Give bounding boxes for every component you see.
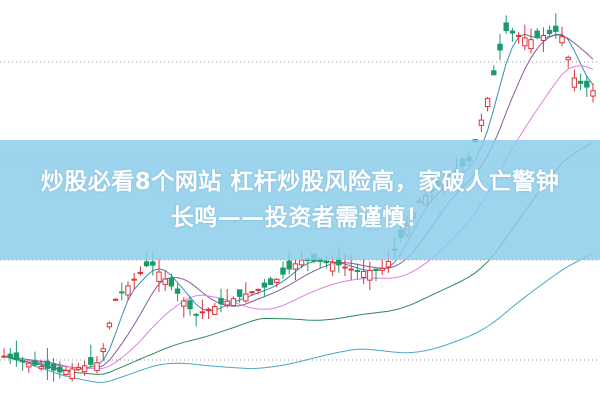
down-candle xyxy=(50,363,57,371)
up-candle xyxy=(106,322,113,328)
down-candle xyxy=(491,70,497,76)
down-candle xyxy=(13,352,20,361)
down-candle xyxy=(323,261,330,264)
up-candle xyxy=(94,362,100,372)
down-candle xyxy=(354,270,361,273)
down-candle xyxy=(534,30,540,39)
down-candle xyxy=(19,360,26,363)
down-candle xyxy=(546,29,553,34)
up-candle xyxy=(243,293,249,302)
up-candle xyxy=(329,262,336,272)
down-candle xyxy=(280,267,286,275)
down-candle xyxy=(150,261,156,266)
down-candle xyxy=(218,298,224,305)
ma-short-line xyxy=(3,33,594,371)
up-candle xyxy=(274,278,280,283)
up-candle xyxy=(125,285,131,296)
up-candle xyxy=(224,300,230,306)
article-title-line-2: 长鸣——投资者需谨慎！ xyxy=(170,205,430,231)
down-candle xyxy=(57,366,63,373)
up-candle xyxy=(565,56,571,61)
up-candle xyxy=(156,271,162,282)
ma-longest-line xyxy=(3,253,594,383)
up-candle xyxy=(515,34,522,37)
up-candle xyxy=(367,269,373,281)
down-candle xyxy=(267,278,274,286)
down-candle xyxy=(509,30,516,34)
up-candle xyxy=(528,39,534,50)
up-candle xyxy=(212,306,218,316)
up-candle xyxy=(559,36,565,44)
up-candle xyxy=(484,97,491,108)
down-candle xyxy=(261,282,268,288)
up-candle xyxy=(292,263,299,270)
down-candle xyxy=(187,300,193,310)
up-candle xyxy=(100,348,106,353)
up-candle xyxy=(81,365,88,373)
up-candle xyxy=(199,311,206,314)
up-candle xyxy=(131,278,137,281)
up-candle xyxy=(38,366,44,370)
down-candle xyxy=(553,25,559,32)
up-candle xyxy=(360,270,367,278)
up-candle xyxy=(1,355,7,358)
up-candle xyxy=(342,266,348,269)
up-candle xyxy=(522,37,528,47)
up-candle xyxy=(249,291,255,294)
down-candle xyxy=(174,288,181,294)
up-candle xyxy=(379,267,385,271)
down-candle xyxy=(577,80,584,84)
up-candle xyxy=(63,370,69,375)
up-candle xyxy=(590,90,596,97)
down-candle xyxy=(193,313,199,316)
down-candle xyxy=(143,261,150,267)
down-candle xyxy=(119,291,125,294)
up-candle xyxy=(385,260,392,268)
down-candle xyxy=(7,353,13,359)
up-candle xyxy=(230,298,237,307)
up-candle xyxy=(571,77,578,88)
title-banner: 炒股必看8个网站 杠杆炒股风险高，家破人亡警钟 长鸣——投资者需谨慎！ xyxy=(0,140,600,260)
up-candle xyxy=(137,271,144,274)
down-candle xyxy=(44,360,51,369)
down-candle xyxy=(497,43,503,51)
down-candle xyxy=(503,22,509,31)
up-candle xyxy=(26,362,32,368)
up-candle xyxy=(112,298,119,301)
up-candle xyxy=(75,366,82,370)
up-candle xyxy=(205,308,212,311)
down-candle xyxy=(168,277,175,287)
up-candle xyxy=(181,300,187,307)
down-candle xyxy=(584,80,590,88)
down-candle xyxy=(88,357,94,365)
down-candle xyxy=(236,289,243,297)
down-candle xyxy=(286,260,292,270)
down-candle xyxy=(32,360,38,366)
up-candle xyxy=(69,368,75,380)
down-candle xyxy=(373,268,379,271)
article-title-line-1: 炒股必看8个网站 杠杆炒股风险高，家破人亡警钟 xyxy=(40,169,560,195)
up-candle xyxy=(162,278,168,285)
up-candle xyxy=(298,259,305,266)
up-candle xyxy=(255,288,261,291)
up-candle xyxy=(348,268,354,271)
up-candle xyxy=(540,35,547,41)
up-candle xyxy=(478,119,485,126)
